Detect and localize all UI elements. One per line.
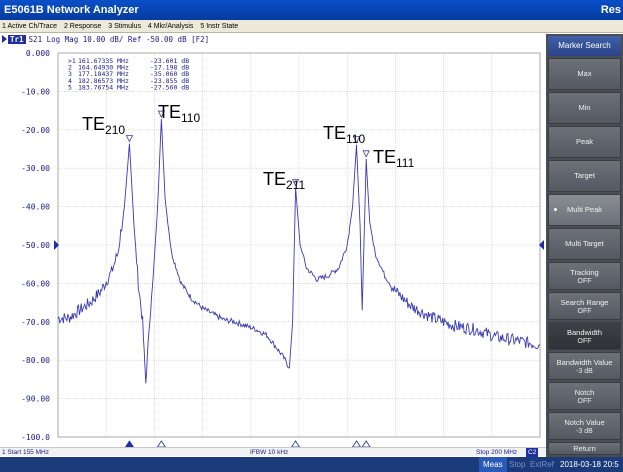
softkey-search-range[interactable]: Search Range OFF <box>548 292 621 320</box>
window-title: E5061B Network Analyzer <box>4 4 139 16</box>
status-bar: 1 Start 155 MHz IFBW 10 kHz Stop 200 MHz… <box>0 447 546 457</box>
marker-readout-value: -23.601 dB <box>150 57 189 65</box>
marker-readout-label: 2 <box>68 64 72 72</box>
menu-bar: 1 Active Ch/Trace 2 Response 3 Stimulus … <box>0 20 623 33</box>
trace-id[interactable]: Tr1 <box>8 35 26 44</box>
marker-icon <box>362 150 370 158</box>
marker-readout-label: 3 <box>68 70 72 78</box>
start-frequency: 1 Start 155 MHz <box>2 449 49 456</box>
marker-readout-freq: 164.64930 MHz <box>78 64 129 72</box>
bottom-marker-icon <box>352 440 361 447</box>
window-title-bar: E5061B Network Analyzer Res <box>0 0 623 20</box>
marker-readout-value: -23.855 dB <box>150 77 189 85</box>
plot-area[interactable]: 0.000 -10.00 -20.00 -30.00 -40.00 -50.00 -60.0… <box>0 45 546 447</box>
softkey-target[interactable]: Target <box>548 160 621 192</box>
marker-readout-label: 4 <box>68 77 72 85</box>
softkey-panel: Marker Search Max Min Peak Target Multi … <box>546 34 623 457</box>
meas-indicator: Meas <box>479 457 507 472</box>
softkey-return[interactable]: Return <box>548 442 621 455</box>
marker-icon <box>125 135 134 143</box>
y-tick-label: -50.00 <box>21 241 50 250</box>
softkey-multi-peak[interactable]: Multi Peak <box>548 194 621 226</box>
softkey-peak[interactable]: Peak <box>548 126 621 158</box>
trace-line <box>57 118 540 384</box>
marker-icon <box>352 136 361 144</box>
trace-info-bar: Tr1 S21 Log Mag 10.00 dB/ Ref -50.00 dB [… <box>0 34 546 45</box>
mode-annotation: TE210 <box>82 114 125 137</box>
bottom-marker-icon <box>291 440 301 447</box>
bottom-marker-icon <box>361 440 371 447</box>
y-tick-label: 0.000 <box>26 49 50 58</box>
softkey-min[interactable]: Min <box>548 92 621 124</box>
y-tick-label: -40.00 <box>21 203 50 212</box>
bottom-marker-icon <box>156 440 166 447</box>
softkey-tracking[interactable]: Tracking OFF <box>548 262 621 290</box>
softkey-notch[interactable]: Notch OFF <box>548 382 621 410</box>
menu-response[interactable]: 2 Response <box>63 23 102 30</box>
date-time: 2018-03-18 20:5 <box>560 460 619 469</box>
mode-annotation: TE110 <box>323 123 365 146</box>
selected-dot-icon <box>554 208 557 211</box>
softkey-notch-value[interactable]: Notch Value -3 dB <box>548 412 621 440</box>
title-right: Res <box>600 4 621 16</box>
y-tick-label: -10.00 <box>21 87 50 96</box>
y-tick-label: -60.00 <box>21 279 50 288</box>
marker-readout-value: -35.060 dB <box>150 70 189 78</box>
marker-readout-freq: 161.67335 MHz <box>78 57 129 65</box>
marker-readout-value: -27.560 dB <box>150 83 189 91</box>
softkey-max[interactable]: Max <box>548 58 621 90</box>
stop-indicator: Stop <box>509 460 526 469</box>
marker-readout-value: -17.198 dB <box>150 64 189 72</box>
bottom-status-bar: Meas Stop ExtRef 2018-03-18 20:5 <box>0 457 623 472</box>
active-trace-pointer-icon <box>2 35 7 43</box>
y-tick-label: -90.00 <box>21 395 50 404</box>
softkey-bandwidth-value[interactable]: Bandwidth Value -3 dB <box>548 352 621 380</box>
ref-right-pointer-icon <box>539 240 544 250</box>
menu-stimulus[interactable]: 3 Stimulus <box>108 23 141 30</box>
y-tick-label: -100.0 <box>21 433 50 442</box>
marker-readout-label: 5 <box>68 83 72 91</box>
trace-plot[interactable]: 0.000 -10.00 -20.00 -30.00 -40.00 -50.00 -60.0… <box>0 45 546 447</box>
mode-annotation: TE111 <box>373 147 415 170</box>
menu-instr-state[interactable]: 5 Instr State <box>200 23 239 30</box>
marker-readout-label: >1 <box>68 57 76 65</box>
channel-c2-badge: C2 <box>526 448 539 457</box>
mode-annotation: TE211 <box>263 169 305 192</box>
y-tick-label: -30.00 <box>21 164 50 173</box>
softkey-menu-title: Marker Search <box>548 36 621 56</box>
menu-active-ch-trace[interactable]: 1 Active Ch/Trace <box>2 23 57 30</box>
ifbw-value: IFBW 10 kHz <box>250 449 289 456</box>
bottom-marker-icon <box>124 440 134 447</box>
mode-annotation: TE110 <box>158 102 200 125</box>
trace-label: S21 Log Mag 10.00 dB/ Ref -50.00 dB [F2] <box>28 35 210 44</box>
extref-indicator: ExtRef <box>530 460 555 469</box>
marker-icon <box>157 110 166 118</box>
marker-readout-freq: 177.18437 MHz <box>78 70 129 78</box>
marker-readout-freq: 183.76754 MHz <box>78 83 129 91</box>
marker-readout-freq: 182.86573 MHz <box>78 77 129 85</box>
menu-mkr-analysis[interactable]: 4 Mkr/Analysis <box>147 23 194 30</box>
softkey-multi-target[interactable]: Multi Target <box>548 228 621 260</box>
y-tick-label: -70.00 <box>21 318 50 327</box>
ref-left-pointer-icon <box>54 240 59 250</box>
y-tick-label: -80.00 <box>21 356 50 365</box>
y-tick-label: -20.00 <box>21 126 50 135</box>
stop-frequency: Stop 200 MHz <box>476 449 518 456</box>
softkey-bandwidth[interactable]: Bandwidth OFF <box>548 322 621 350</box>
marker-icon <box>291 179 300 187</box>
